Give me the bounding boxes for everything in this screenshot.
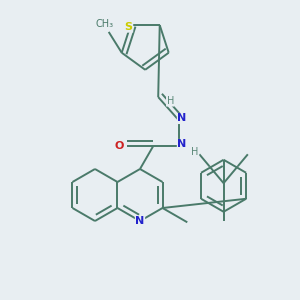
Text: N: N: [177, 113, 187, 124]
Text: H: H: [167, 96, 174, 106]
Text: CH₃: CH₃: [96, 19, 114, 29]
Text: S: S: [125, 22, 133, 32]
Text: N: N: [177, 140, 187, 149]
Text: H: H: [191, 148, 199, 158]
Text: N: N: [135, 216, 145, 226]
Text: O: O: [114, 142, 124, 152]
